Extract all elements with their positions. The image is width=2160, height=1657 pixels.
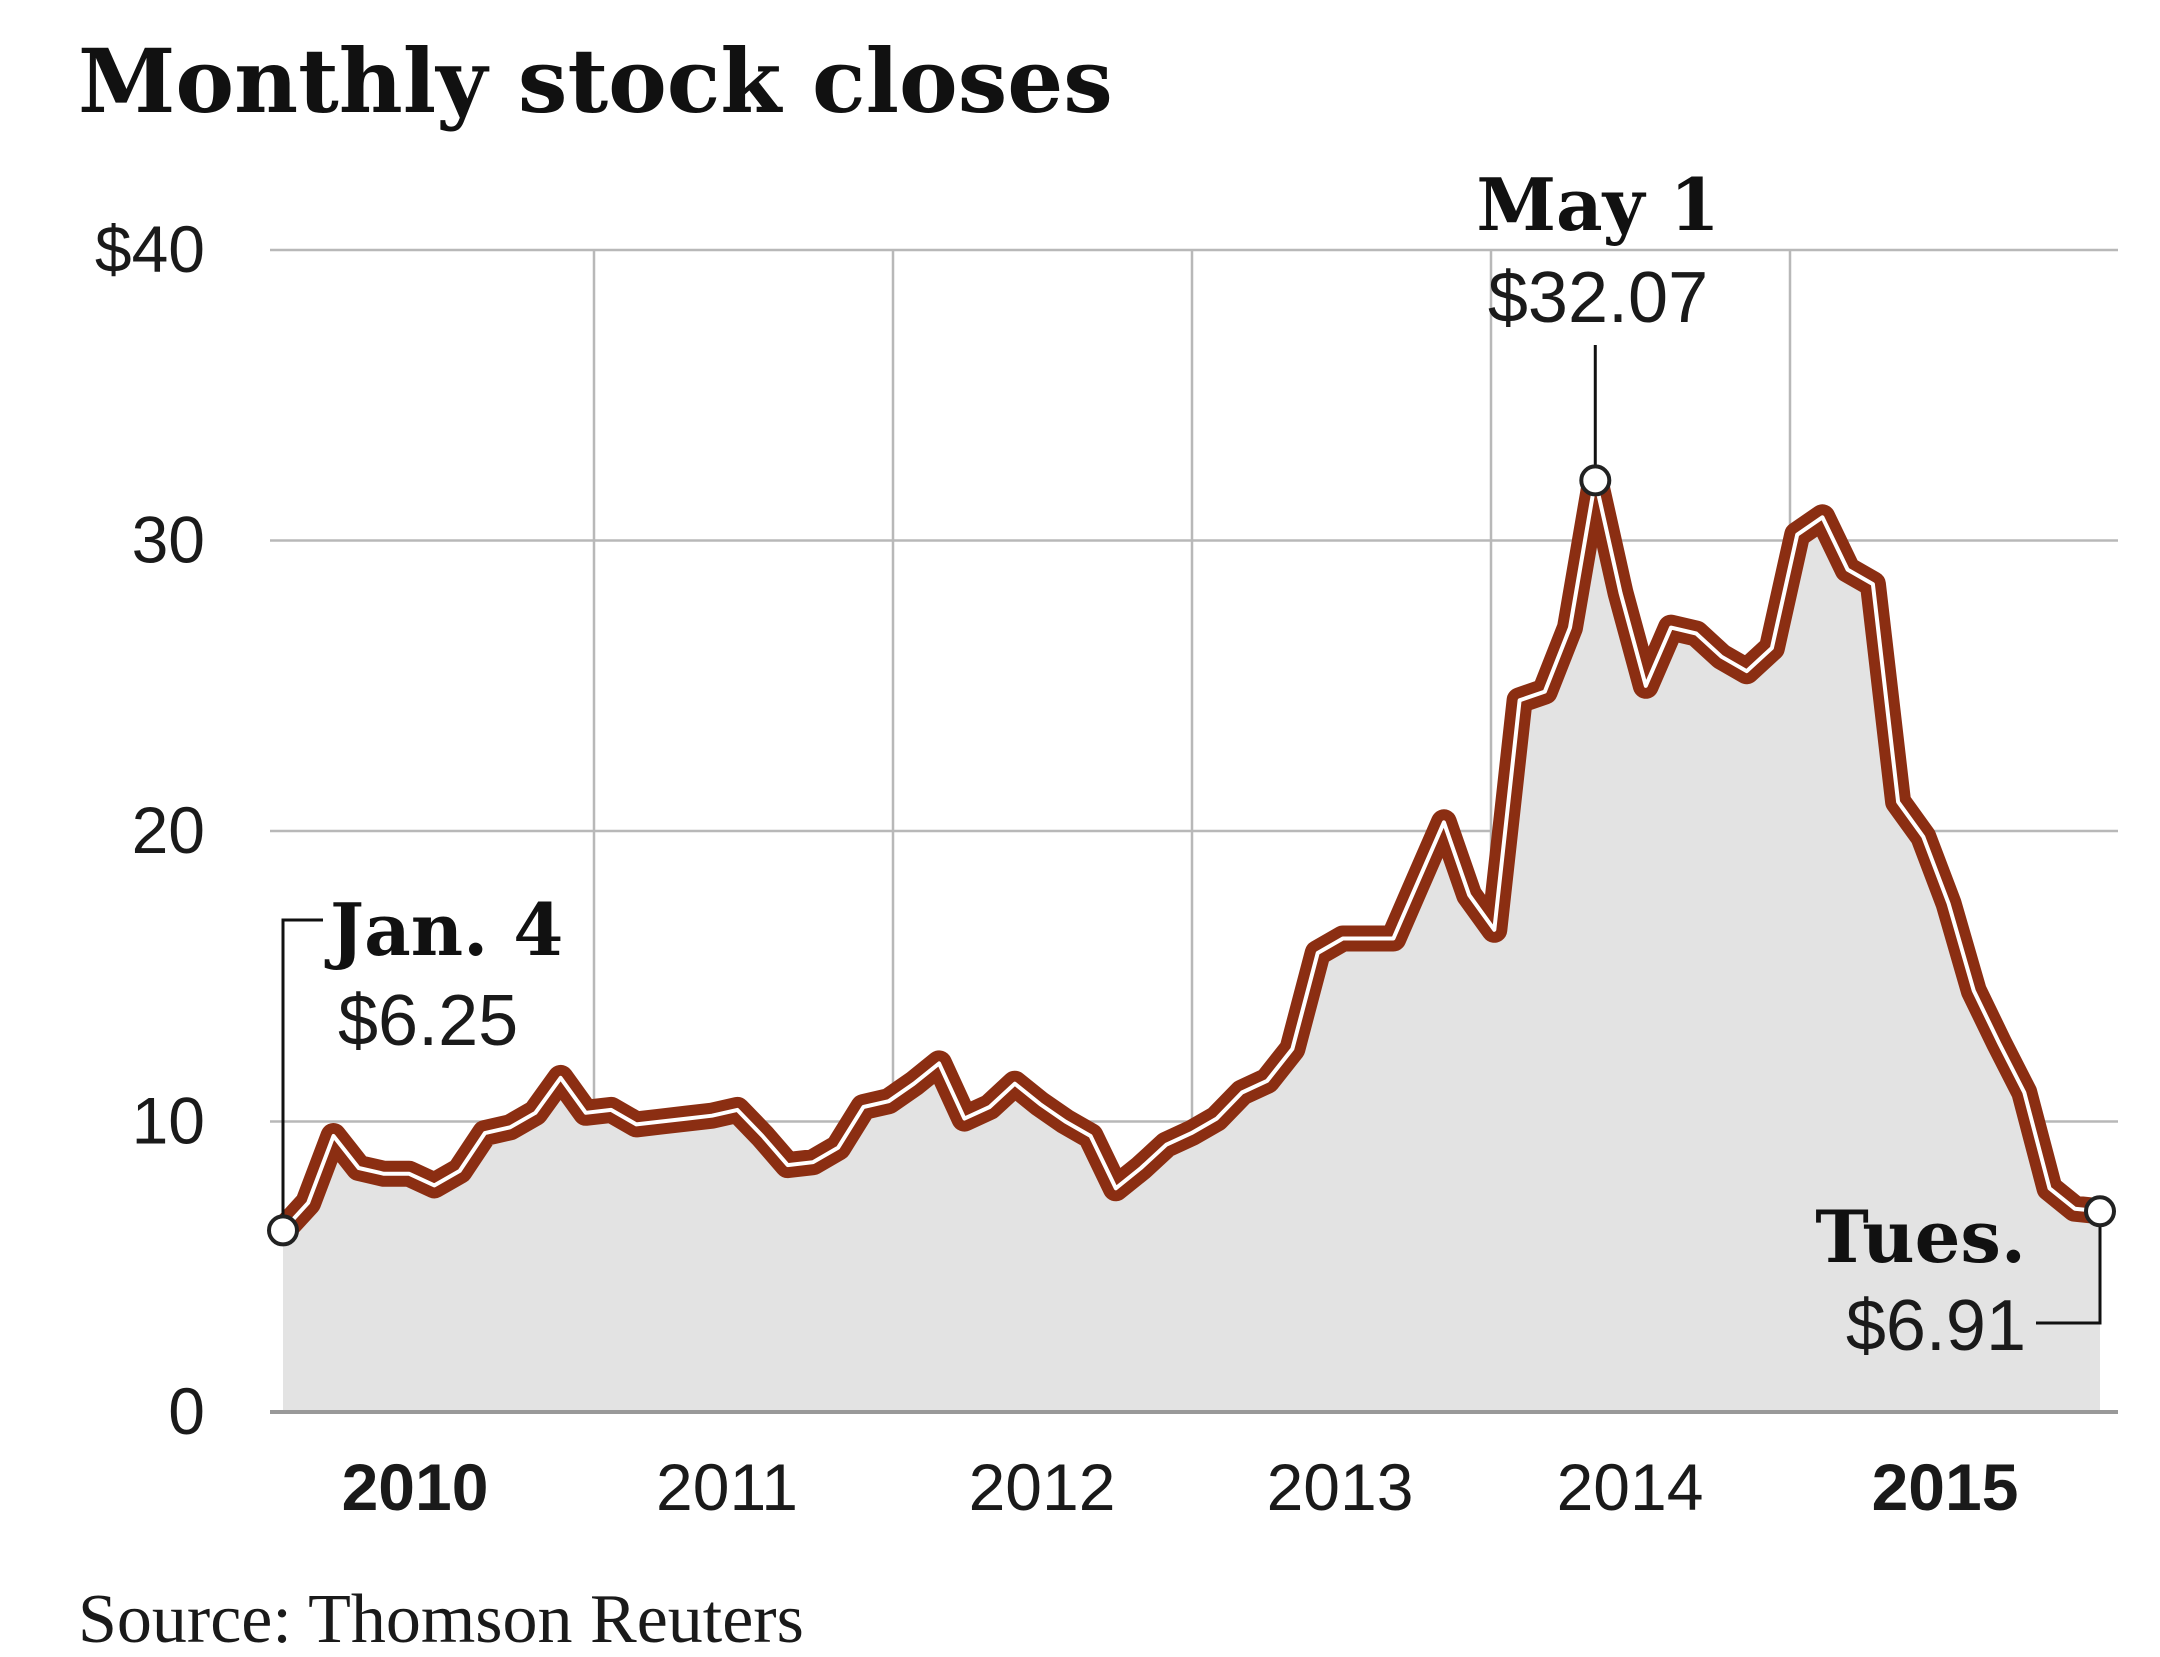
- annotation-start-label: Jan. 4: [324, 887, 563, 972]
- chart-title: Monthly stock closes: [78, 29, 1113, 133]
- y-tick-label: 10: [132, 1084, 205, 1158]
- annotation-start-value: $6.25: [338, 981, 518, 1061]
- x-axis-ticks: 2010 2011 2012 2013 2014 2015: [342, 1450, 2019, 1524]
- price-line-highlight: [281, 478, 2102, 1233]
- y-tick-label: 20: [132, 793, 205, 867]
- x-tick-label: 2010: [342, 1450, 489, 1524]
- y-tick-label: 0: [168, 1374, 205, 1448]
- x-tick-label: 2013: [1267, 1450, 1414, 1524]
- y-tick-label: $40: [95, 212, 205, 286]
- leader-line-start: [281, 918, 323, 1217]
- area-fill: [283, 480, 2100, 1412]
- annotation-peak-value: $32.07: [1488, 258, 1708, 338]
- leader-line-end: [2036, 1225, 2102, 1325]
- annotation-end-label: Tues.: [1815, 1194, 2026, 1279]
- x-tick-label: 2012: [969, 1450, 1116, 1524]
- y-tick-label: 30: [132, 503, 205, 577]
- annotation-marker: [1579, 464, 1612, 497]
- annotation-end-value: $6.91: [1846, 1286, 2026, 1366]
- annotation-marker: [267, 1214, 299, 1247]
- x-tick-label: 2011: [656, 1450, 798, 1524]
- y-axis-ticks: 0 10 20 30 $40: [95, 212, 205, 1448]
- annotation-marker: [2084, 1195, 2116, 1228]
- x-tick-label: 2014: [1557, 1450, 1704, 1524]
- x-tick-label: 2015: [1872, 1450, 2019, 1524]
- annotation-markers: [267, 464, 2116, 1247]
- source-note: Source: Thomson Reuters: [78, 1581, 804, 1657]
- annotation-peak-label: May 1: [1476, 162, 1719, 247]
